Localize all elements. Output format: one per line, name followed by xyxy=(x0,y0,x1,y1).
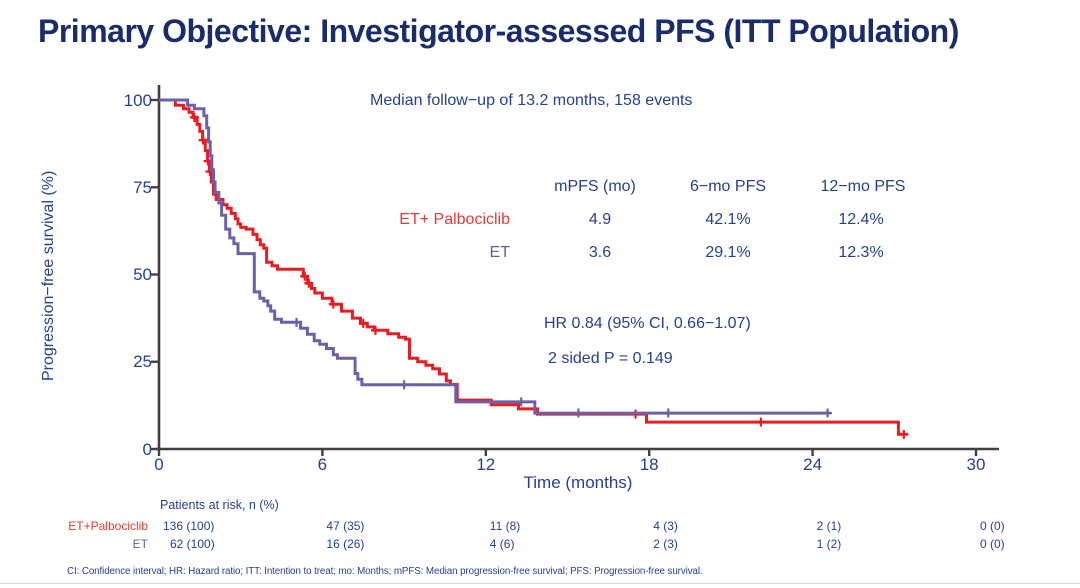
stats-value: 42.1% xyxy=(705,211,751,228)
risk-value: 11 (8) xyxy=(489,519,521,533)
y-tick-label: 50 xyxy=(133,265,152,284)
risk-value: 2 (3) xyxy=(653,537,678,551)
censor-mark xyxy=(292,317,302,327)
y-axis-label: Progression−free survival (%) xyxy=(40,170,57,382)
median-followup-note: Median follow−up of 13.2 months, 158 eve… xyxy=(370,92,693,109)
risk-value: 2 (1) xyxy=(816,519,842,533)
x-tick-label: 24 xyxy=(803,455,823,474)
censor-mark xyxy=(358,318,368,328)
p-value-text: 2 sided P = 0.149 xyxy=(548,350,673,367)
risk-value: 0 (0) xyxy=(979,537,1005,551)
stats-value: 12.3% xyxy=(838,244,884,261)
censor-mark xyxy=(205,167,215,177)
x-tick-label: 6 xyxy=(317,455,328,474)
x-tick-label: 18 xyxy=(639,455,659,474)
x-tick-label: 30 xyxy=(966,455,986,474)
risk-value: 136 (100) xyxy=(163,519,215,533)
censor-mark xyxy=(304,278,314,288)
stats-value: 4.9 xyxy=(588,211,612,228)
stats-header-mpfs: mPFS (mo) xyxy=(554,178,636,195)
censor-mark xyxy=(899,429,909,439)
risk-value: 0 (0) xyxy=(979,519,1005,533)
stats-value: 29.1% xyxy=(705,244,751,261)
y-tick-label: 25 xyxy=(133,352,152,372)
risk-value: 62 (100) xyxy=(170,537,215,551)
censor-mark xyxy=(756,417,766,427)
x-tick-label: 12 xyxy=(476,455,496,474)
x-tick-label: 0 xyxy=(154,455,164,474)
y-tick-label: 75 xyxy=(133,177,152,197)
risk-row-label-palbociclib: ET+Palbociclib xyxy=(68,519,148,533)
y-tick-label: 0 xyxy=(142,439,152,459)
censor-mark xyxy=(631,409,641,419)
stats-value: 3.6 xyxy=(588,244,612,261)
x-axis-label: Time (months) xyxy=(523,473,633,492)
censor-mark xyxy=(823,408,833,418)
legend-label-et: ET xyxy=(489,244,510,261)
risk-value: 4 (6) xyxy=(489,537,515,551)
abbreviations-footnote: CI: Confidence interval; HR: Hazard rati… xyxy=(67,566,703,577)
censor-mark xyxy=(203,156,213,166)
y-tick-label: 100 xyxy=(123,90,152,110)
hazard-ratio-text: HR 0.84 (95% CI, 0.66−1.07) xyxy=(544,315,751,332)
risk-value: 16 (26) xyxy=(326,537,365,551)
censor-mark xyxy=(300,271,310,281)
bottom-divider xyxy=(0,583,1080,584)
censor-mark xyxy=(371,325,381,335)
censor-mark xyxy=(328,299,338,309)
stats-header-6mo: 6−mo PFS xyxy=(689,178,767,195)
stats-value: 12.4% xyxy=(838,211,884,228)
stats-header-12mo: 12−mo PFS xyxy=(820,178,906,195)
risk-value: 1 (2) xyxy=(816,537,842,551)
censor-mark xyxy=(516,397,526,407)
risk-row-label-et: ET xyxy=(132,537,148,551)
censor-mark xyxy=(399,380,409,390)
censor-mark xyxy=(189,112,199,122)
risk-table-title: Patients at risk, n (%) xyxy=(160,498,279,512)
censor-mark xyxy=(573,408,583,418)
censor-mark xyxy=(198,135,208,145)
legend-label-palbociclib: ET+ Palbociclib xyxy=(399,211,510,228)
page-title: Primary Objective: Investigator-assessed… xyxy=(38,13,959,49)
survival-curve-et-palbociclib xyxy=(159,98,908,436)
censor-mark xyxy=(663,408,673,418)
risk-value: 4 (3) xyxy=(653,519,678,533)
risk-value: 47 (35) xyxy=(326,519,365,533)
